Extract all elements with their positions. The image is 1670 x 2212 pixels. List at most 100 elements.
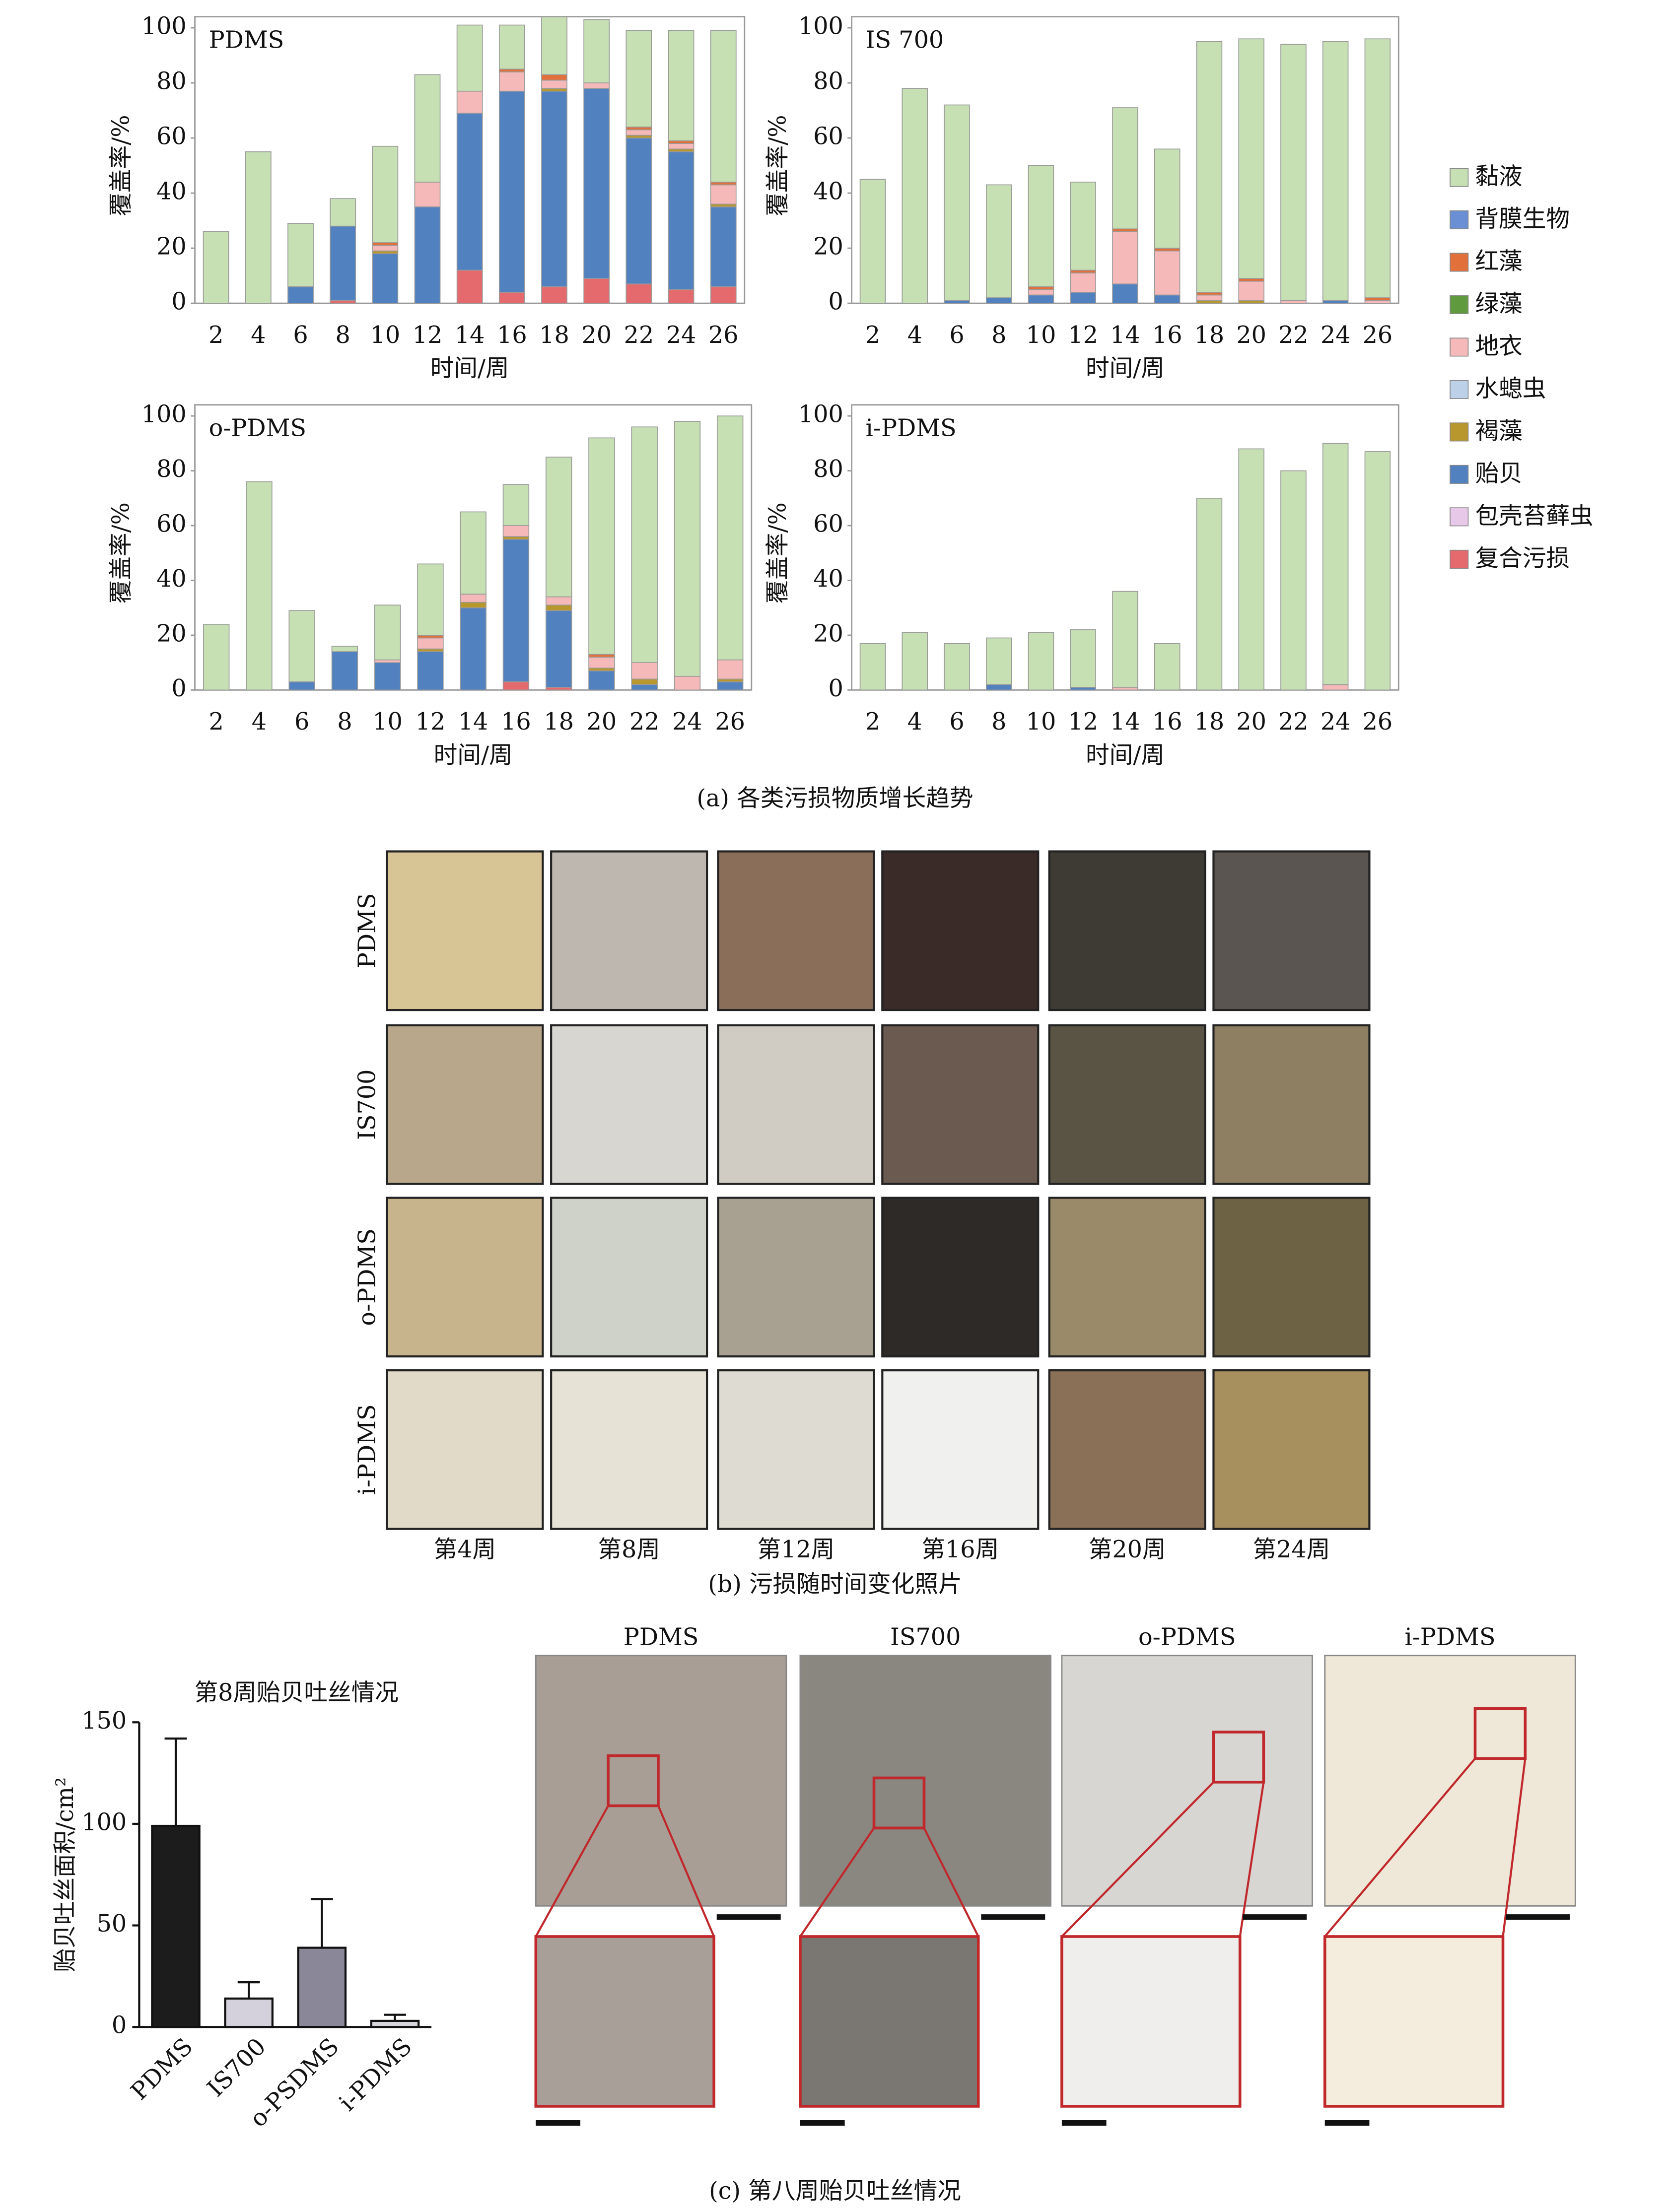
bar-segment	[859, 179, 886, 304]
bar-segment	[1238, 448, 1264, 691]
x-tick-label: 2	[865, 322, 880, 349]
legend-swatch	[1450, 549, 1469, 569]
legend-swatch	[1450, 253, 1469, 272]
y-tick-label: 20	[156, 233, 187, 261]
y-axis-label: 覆盖率/%	[107, 502, 135, 603]
zoom-image	[534, 1935, 715, 2108]
legend-label: 水螅虫	[1475, 375, 1546, 402]
photo	[550, 850, 708, 1011]
bar-segment	[287, 286, 314, 304]
photo	[717, 850, 875, 1011]
bar-segment	[456, 113, 483, 271]
x-tick-label: 16	[501, 708, 531, 736]
x-tick-label: 2	[865, 708, 880, 736]
panel-title: o-PDMS	[209, 415, 306, 442]
bar-segment	[674, 675, 701, 691]
y-tick-label: 0	[829, 675, 843, 702]
y-tick-label: 100	[141, 13, 187, 40]
x-tick-label: 12	[1068, 708, 1098, 736]
bar-segment	[710, 184, 737, 205]
bar-segment	[456, 90, 483, 114]
x-axis-label: 时间/周	[434, 741, 513, 769]
bar-segment	[498, 24, 525, 70]
legend-label: 红藻	[1475, 248, 1522, 275]
bar	[224, 1997, 274, 2028]
bar-segment	[498, 71, 525, 92]
y-tick-label: 0	[112, 2012, 127, 2039]
bar-segment	[1238, 38, 1264, 279]
caption-c: (c) 第八周贻贝吐丝情况	[709, 2177, 961, 2205]
x-tick-label: 26	[1363, 708, 1393, 736]
x-tick-label: 4	[907, 708, 922, 736]
bar-segment	[545, 604, 572, 611]
photo	[1212, 1197, 1371, 1358]
bar-segment	[985, 684, 1012, 691]
bar-segment	[859, 643, 886, 691]
bar-segment	[330, 225, 356, 301]
bar-segment	[631, 678, 658, 685]
legend-swatch	[1450, 465, 1469, 484]
panel-title: i-PDMS	[866, 415, 957, 442]
zoom-image	[799, 1935, 980, 2108]
bar-segment	[460, 511, 487, 595]
x-tick-label: 18	[1194, 708, 1225, 736]
photo	[1212, 850, 1371, 1011]
photo	[386, 1369, 544, 1530]
x-tick-label: 6	[294, 708, 309, 736]
micrograph-label: PDMS	[624, 1624, 699, 1651]
bar-segment	[1196, 41, 1223, 293]
bar-segment	[1322, 684, 1349, 691]
y-tick-label: 60	[156, 123, 187, 150]
zoom-line	[1239, 1782, 1265, 1937]
x-tick-label: 10	[372, 708, 403, 736]
y-tick-label: 100	[798, 13, 843, 40]
y-tick-label: 60	[813, 123, 843, 150]
bar-segment	[1070, 182, 1096, 271]
bar-segment	[1028, 165, 1054, 287]
bar-segment	[541, 79, 567, 89]
x-tick-label: 20	[1236, 708, 1266, 736]
photo	[1048, 1024, 1206, 1185]
photo	[550, 1024, 708, 1185]
legend-label: 褐藻	[1475, 417, 1522, 445]
legend-swatch	[1450, 337, 1469, 357]
y-tick-label: 0	[171, 675, 186, 702]
bar-segment	[331, 646, 358, 652]
photo	[717, 1197, 875, 1358]
bar-segment	[414, 182, 441, 207]
zoom-line	[923, 1827, 979, 1937]
bar-segment	[716, 659, 744, 680]
micrograph	[1324, 1655, 1576, 1907]
x-tick-label: 4	[907, 322, 922, 349]
photo	[386, 1024, 544, 1185]
y-axis-label: 覆盖率/%	[764, 115, 791, 216]
y-tick-label: 80	[813, 68, 843, 95]
bar-segment	[668, 143, 695, 150]
bar-segment	[902, 88, 928, 304]
x-tick-label: 20	[581, 322, 612, 349]
bar-segment	[668, 30, 695, 141]
y-tick-label: 50	[97, 1910, 127, 1938]
caption-b: (b) 污损随时间变化照片	[708, 1571, 962, 1598]
bar-segment	[626, 137, 652, 285]
bar-segment	[414, 206, 441, 304]
bar-segment	[1280, 44, 1307, 301]
photo	[1048, 1197, 1206, 1358]
x-tick-label: 18	[544, 708, 574, 736]
legend-label: 地衣	[1475, 333, 1522, 360]
bar	[370, 2019, 420, 2028]
x-tick-label: 6	[293, 322, 308, 349]
bar-segment	[1112, 591, 1138, 688]
x-tick-label: 8	[336, 322, 350, 349]
x-tick-label: 24	[1321, 708, 1351, 736]
x-tick-label: 4	[252, 708, 267, 736]
panel-title: PDMS	[209, 27, 284, 54]
x-tick-label: 22	[629, 708, 660, 736]
y-tick-label: 60	[156, 511, 187, 538]
bar-segment	[246, 481, 273, 691]
column-label: 第24周	[1252, 1536, 1330, 1563]
bar-segment	[710, 30, 737, 183]
bar-segment	[944, 104, 970, 301]
bar-segment	[545, 596, 572, 606]
y-tick-label: 100	[798, 401, 843, 428]
